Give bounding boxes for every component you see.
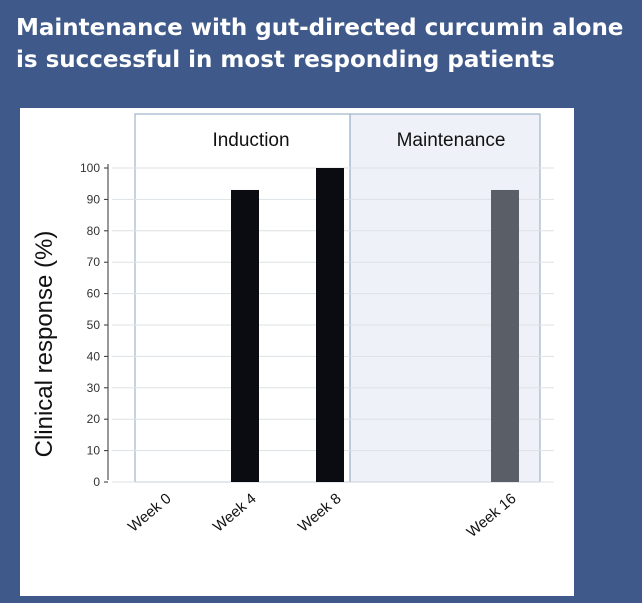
y-axis-label: Clinical response (%): [31, 231, 58, 458]
slide-title-line-1: Maintenance with gut-directed curcumin a…: [16, 15, 624, 41]
bars: [231, 168, 519, 482]
y-tick-label: 30: [87, 381, 101, 395]
x-tick-label: Week 16: [463, 490, 519, 541]
y-tick-label: 90: [87, 192, 101, 206]
phase-label-maintenance: Maintenance: [397, 130, 506, 151]
y-tick-label: 0: [93, 475, 100, 489]
y-tick-label: 100: [80, 161, 100, 175]
slide-title-line-2: is successful in most responding patient…: [16, 47, 555, 73]
phase-label-induction: Induction: [212, 130, 289, 151]
y-tick-label: 40: [87, 349, 101, 363]
y-tick-label: 20: [87, 412, 101, 426]
y-tick-label: 50: [87, 318, 101, 332]
x-tick-label: Week 0: [125, 490, 175, 536]
bar-week-8: [316, 168, 344, 482]
bar-week-4: [231, 189, 259, 482]
x-tick-labels: Week 0 Week 4 Week 8 Week 16: [125, 490, 520, 541]
x-tick-label: Week 4: [210, 490, 260, 536]
slide-title: Maintenance with gut-directed curcumin a…: [16, 12, 631, 76]
chart-panel: 0 10 20 30 40 50 60 70 80 90 100 Week 0 Week 4 Week …: [20, 108, 574, 596]
x-tick-label: Week 8: [295, 490, 345, 536]
y-tick-label: 10: [87, 444, 101, 458]
y-tick-labels: 0 10 20 30 40 50 60 70 80 90 100: [80, 161, 108, 489]
y-tick-label: 80: [87, 224, 101, 238]
bar-week-16: [491, 189, 519, 482]
y-tick-label: 60: [87, 287, 101, 301]
y-tick-label: 70: [87, 255, 101, 269]
